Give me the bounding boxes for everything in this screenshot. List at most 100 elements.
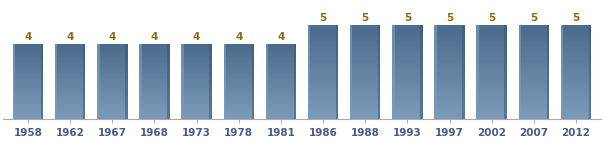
Bar — [308, 38, 338, 41]
Text: 5: 5 — [320, 13, 327, 23]
Bar — [350, 57, 381, 60]
Bar — [140, 92, 170, 94]
Bar — [350, 85, 381, 88]
Bar — [519, 69, 549, 72]
Bar — [350, 94, 381, 97]
Bar — [308, 35, 338, 38]
Bar — [477, 25, 507, 28]
Bar — [83, 44, 85, 119]
Bar — [477, 82, 507, 85]
Bar — [266, 97, 296, 99]
Bar — [561, 72, 591, 75]
Bar — [223, 72, 254, 74]
Bar — [140, 67, 170, 69]
Bar — [477, 79, 507, 82]
Bar — [561, 79, 591, 82]
Bar — [97, 69, 127, 72]
Bar — [392, 94, 423, 97]
Bar — [350, 44, 381, 47]
Bar — [181, 97, 212, 99]
Bar — [434, 47, 464, 50]
Text: 5: 5 — [362, 13, 369, 23]
Bar — [519, 50, 549, 53]
Bar — [392, 41, 423, 44]
Bar — [434, 25, 437, 119]
Bar — [477, 88, 507, 91]
Bar — [561, 85, 591, 88]
Bar — [434, 79, 464, 82]
Bar — [519, 53, 549, 57]
Bar — [223, 54, 254, 57]
Bar — [519, 32, 549, 35]
Bar — [434, 75, 464, 79]
Bar — [13, 114, 43, 117]
Bar — [308, 50, 338, 53]
Bar — [140, 44, 142, 119]
Bar — [266, 59, 296, 62]
Bar — [519, 35, 549, 38]
Bar — [504, 25, 507, 119]
Bar — [181, 107, 212, 109]
Bar — [140, 57, 170, 59]
Bar — [519, 94, 549, 97]
Bar — [266, 89, 296, 92]
Bar — [392, 38, 423, 41]
Bar — [55, 54, 85, 57]
Bar — [55, 77, 85, 79]
Bar — [181, 89, 212, 92]
Bar — [561, 103, 591, 107]
Bar — [477, 94, 507, 97]
Bar — [561, 35, 591, 38]
Bar — [97, 104, 127, 107]
Bar — [181, 94, 212, 97]
Bar — [350, 103, 381, 107]
Bar — [561, 91, 591, 94]
Bar — [181, 117, 212, 119]
Bar — [519, 110, 549, 113]
Bar — [308, 79, 338, 82]
Bar — [308, 91, 338, 94]
Bar — [13, 87, 43, 89]
Bar — [223, 44, 254, 47]
Bar — [561, 32, 591, 35]
Bar — [266, 107, 296, 109]
Bar — [97, 57, 127, 59]
Bar — [308, 69, 338, 72]
Bar — [434, 50, 464, 53]
Bar — [519, 41, 549, 44]
Bar — [477, 72, 507, 75]
Bar — [223, 109, 254, 112]
Bar — [392, 116, 423, 119]
Bar — [97, 62, 127, 64]
Bar — [266, 102, 296, 104]
Bar — [55, 44, 57, 119]
Bar — [266, 67, 296, 69]
Bar — [97, 102, 127, 104]
Bar — [477, 44, 507, 47]
Bar — [223, 59, 254, 62]
Bar — [434, 28, 464, 32]
Bar — [97, 84, 127, 87]
Bar — [266, 57, 296, 59]
Bar — [223, 52, 254, 54]
Bar — [561, 69, 591, 72]
Bar — [477, 53, 507, 57]
Text: 4: 4 — [109, 32, 116, 42]
Bar — [13, 117, 43, 119]
Bar — [140, 74, 170, 77]
Bar — [519, 75, 549, 79]
Bar — [350, 72, 381, 75]
Bar — [13, 89, 43, 92]
Bar — [477, 28, 507, 32]
Bar — [589, 25, 591, 119]
Bar — [223, 47, 254, 49]
Bar — [13, 44, 43, 47]
Bar — [392, 63, 423, 66]
Bar — [140, 89, 170, 92]
Bar — [266, 44, 268, 119]
Bar — [477, 60, 507, 63]
Bar — [308, 63, 338, 66]
Bar — [392, 53, 423, 57]
Bar — [434, 63, 464, 66]
Bar — [561, 50, 591, 53]
